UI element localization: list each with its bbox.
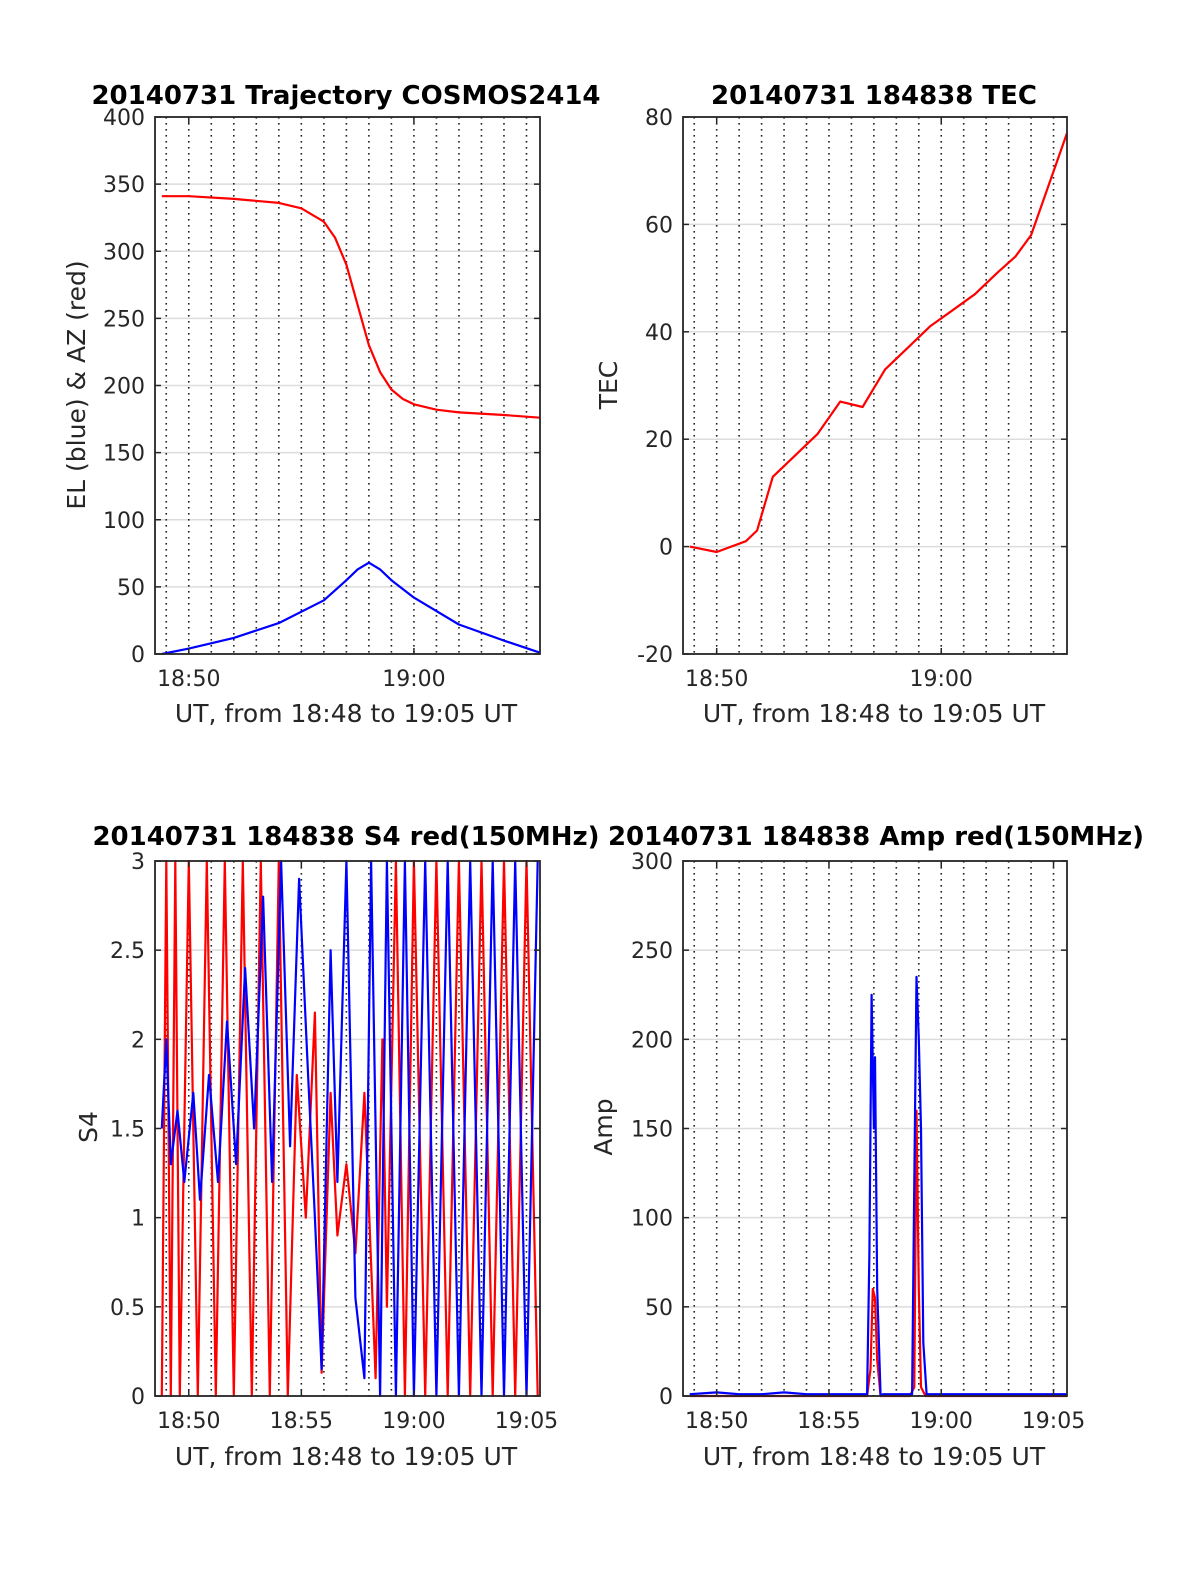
x-tick-label: 18:55 xyxy=(797,1409,860,1434)
x-tick-label: 18:50 xyxy=(685,1409,748,1434)
y-tick-label: 0 xyxy=(131,643,145,668)
x-tick-label: 19:05 xyxy=(1022,1409,1085,1434)
x-tick-label: 19:00 xyxy=(910,1409,973,1434)
y-tick-label: 200 xyxy=(631,1028,673,1053)
y-tick-label: 40 xyxy=(645,321,673,346)
y-tick-label: 300 xyxy=(103,240,145,265)
y-tick-label: 2.5 xyxy=(110,939,145,964)
y-tick-label: 0.5 xyxy=(110,1296,145,1321)
y-axis-label: S4 xyxy=(74,1111,103,1143)
y-tick-label: 2 xyxy=(131,1028,145,1053)
y-tick-label: 0 xyxy=(131,1385,145,1410)
y-tick-label: 20 xyxy=(645,428,673,453)
y-tick-label: 50 xyxy=(117,576,145,601)
y-tick-label: 80 xyxy=(645,106,673,131)
y-tick-label: 200 xyxy=(103,375,145,400)
series-line xyxy=(689,132,1069,554)
x-axis-label: UT, from 18:48 to 19:05 UT xyxy=(175,1442,518,1471)
panel-tec: 20140731 184838 TEC UT, from 18:48 to 19… xyxy=(594,81,1069,728)
y-tick-label: 3 xyxy=(131,850,145,875)
x-axis-label: UT, from 18:48 to 19:05 UT xyxy=(175,699,518,728)
y-tick-label: 400 xyxy=(103,106,145,131)
y-tick-label: 350 xyxy=(103,173,145,198)
y-tick-label: 0 xyxy=(659,1385,673,1410)
x-axis-label: UT, from 18:48 to 19:05 UT xyxy=(703,1442,1046,1471)
y-tick-label: 250 xyxy=(103,307,145,332)
y-tick-label: -20 xyxy=(637,643,673,668)
x-tick-label: 19:00 xyxy=(382,667,445,692)
x-tick-label: 19:05 xyxy=(495,1409,558,1434)
y-tick-label: 60 xyxy=(645,213,673,238)
x-tick-label: 18:50 xyxy=(157,1409,220,1434)
y-tick-label: 150 xyxy=(631,1118,673,1143)
y-axis-label: Amp xyxy=(589,1098,618,1155)
chart-title: 20140731 184838 Amp red(150MHz) xyxy=(608,822,1144,852)
y-tick-label: 300 xyxy=(631,850,673,875)
x-tick-label: 18:55 xyxy=(270,1409,333,1434)
y-axis-label: EL (blue) & AZ (red) xyxy=(62,260,91,509)
y-tick-label: 1 xyxy=(131,1207,145,1232)
x-tick-label: 18:50 xyxy=(685,667,748,692)
y-tick-label: 1.5 xyxy=(110,1118,145,1143)
series-line xyxy=(161,561,541,656)
x-tick-label: 18:50 xyxy=(157,667,220,692)
y-tick-label: 0 xyxy=(659,536,673,561)
panel-trajectory: 20140731 Trajectory COSMOS2414 UT, from … xyxy=(62,81,601,728)
y-tick-label: 100 xyxy=(103,509,145,534)
y-tick-label: 150 xyxy=(103,442,145,467)
chart-title: 20140731 184838 TEC xyxy=(711,81,1037,111)
series-line xyxy=(161,195,541,419)
y-axis-label: TEC xyxy=(594,361,623,411)
x-axis-label: UT, from 18:48 to 19:05 UT xyxy=(703,699,1046,728)
panel-s4: 20140731 184838 S4 red(150MHz) UT, from … xyxy=(74,822,600,1471)
y-tick-label: 100 xyxy=(631,1207,673,1232)
chart-title: 20140731 184838 S4 red(150MHz) xyxy=(92,822,599,852)
y-tick-label: 50 xyxy=(645,1296,673,1321)
chart-title: 20140731 Trajectory COSMOS2414 xyxy=(91,81,600,111)
y-tick-label: 250 xyxy=(631,939,673,964)
x-tick-label: 19:00 xyxy=(910,667,973,692)
axes-frame xyxy=(682,116,1068,655)
panel-amp: 20140731 184838 Amp red(150MHz) UT, from… xyxy=(589,822,1144,1471)
x-tick-label: 19:00 xyxy=(382,1409,445,1434)
